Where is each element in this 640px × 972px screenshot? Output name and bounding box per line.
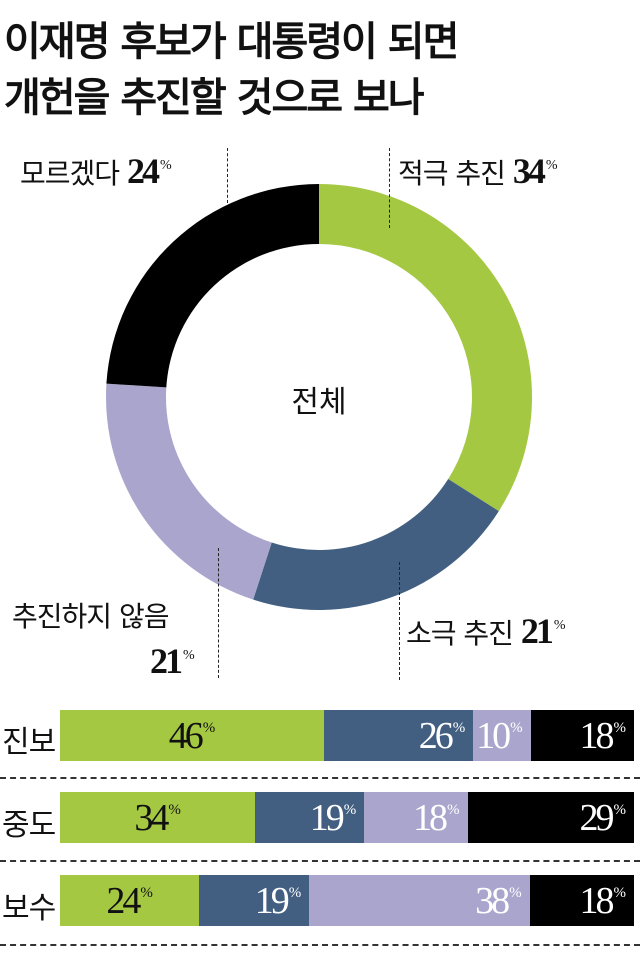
- label-passive-text: 소극 추진: [406, 617, 514, 650]
- percent-sign: %: [553, 618, 566, 633]
- bar-segment: 29%: [467, 792, 634, 843]
- bar-segment-value: 18%: [413, 796, 460, 839]
- bar-segment-value: 19%: [309, 796, 357, 839]
- bar-segment-value: 29%: [579, 796, 626, 839]
- donut-segment: [253, 478, 499, 610]
- label-passive: 소극 추진 21%: [406, 610, 566, 652]
- row-divider: [0, 944, 640, 946]
- bar-segment-value: 18%: [579, 714, 626, 757]
- bar-segment-value: 34%: [134, 796, 181, 839]
- leader-line-passive: [399, 562, 400, 680]
- leader-line-active: [389, 148, 390, 228]
- label-unknown-text: 모르겠다: [20, 157, 120, 190]
- bar-segment: 19%: [199, 875, 310, 926]
- donut-segment: [319, 184, 532, 512]
- percent-sign: %: [545, 158, 558, 173]
- bar-segment: 26%: [324, 710, 474, 761]
- bar-segment: 46%: [60, 710, 325, 761]
- label-active: 적극 추진 34%: [398, 150, 558, 192]
- bar-segment-value: 19%: [254, 879, 302, 922]
- label-active-text: 적극 추진: [398, 157, 506, 190]
- label-notpush: 21%: [150, 640, 195, 682]
- stacked-bar-progressive: 46% 26% 10% 18%: [60, 710, 634, 761]
- bar-segment: 24%: [60, 875, 200, 926]
- leader-line-unknown: [227, 148, 228, 203]
- bar-segment: 18%: [530, 710, 634, 761]
- bar-segment: 34%: [60, 792, 256, 843]
- label-notpush-text: 추진하지 않음: [12, 600, 169, 633]
- bar-segment: 18%: [529, 875, 634, 926]
- donut-segment: [106, 184, 319, 388]
- bar-segment-value: 18%: [579, 879, 626, 922]
- percent-sign: %: [159, 158, 172, 173]
- bar-segment: 19%: [255, 792, 365, 843]
- percent-sign: %: [183, 648, 195, 663]
- bar-segment: 10%: [473, 710, 531, 761]
- donut-center-label: 전체: [291, 385, 347, 420]
- donut-chart: [106, 184, 532, 610]
- row-label-conservative: 보수: [2, 891, 56, 926]
- label-unknown-value: 24: [126, 151, 160, 191]
- bar-segment-value: 46%: [168, 714, 216, 757]
- row-divider: [0, 777, 640, 779]
- row-label-progressive: 진보: [2, 725, 56, 760]
- label-passive-value: 21: [520, 611, 554, 651]
- bar-segment-value: 10%: [476, 714, 523, 757]
- chart-title-line2: 개헌을 추진할 것으로 보나: [4, 75, 425, 121]
- donut-segment: [106, 383, 272, 600]
- bar-segment: 18%: [364, 792, 468, 843]
- chart-title-line1: 이재명 후보가 대통령이 되면: [4, 19, 459, 65]
- bar-segment-value: 24%: [106, 879, 153, 922]
- row-label-moderate: 중도: [2, 808, 56, 843]
- bar-segment-value: 38%: [475, 879, 522, 922]
- stacked-bar-conservative: 24% 19% 38% 18%: [60, 875, 634, 926]
- label-notpush-value: 21: [150, 641, 183, 681]
- leader-line-notpush: [218, 548, 219, 678]
- bar-segment: 38%: [309, 875, 530, 926]
- label-unknown: 모르겠다 24%: [20, 150, 172, 192]
- stacked-bar-moderate: 34% 19% 18% 29%: [60, 792, 634, 843]
- label-active-value: 34: [512, 151, 546, 191]
- row-divider: [0, 860, 640, 862]
- bar-segment-value: 26%: [418, 714, 466, 757]
